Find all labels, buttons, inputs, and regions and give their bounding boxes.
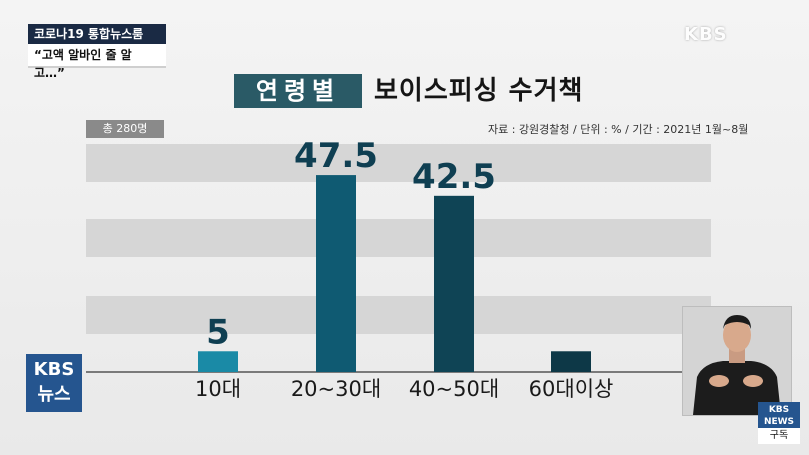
grid-bands — [86, 144, 711, 334]
bars: 5 10대 47.5 20~30대 42.5 40~50대 60대이상 — [195, 136, 613, 401]
kbs-logo-line2: 뉴스 — [37, 384, 71, 405]
bar-value-label: 5 — [206, 312, 230, 352]
program-badge: 코로나19 통합뉴스룸 “고액 알바인 줄 알고…” — [28, 24, 166, 80]
kbs-watermark: KBS — [684, 24, 728, 45]
bar-value-label: 47.5 — [294, 136, 378, 176]
chart-title: 보이스피싱 수거책 — [374, 76, 584, 106]
bar — [551, 351, 591, 372]
subscribe-brand: KBS NEWS — [758, 402, 800, 428]
headline: “고액 알바인 줄 알고…” — [28, 44, 166, 80]
bar — [316, 175, 356, 372]
subscribe-button[interactable]: KBS NEWS 구독 — [758, 402, 800, 446]
bar — [198, 351, 238, 372]
subscribe-label: 구독 — [758, 428, 800, 444]
sign-language-interpreter — [682, 306, 792, 416]
kbs-news-logo: KBS 뉴스 — [26, 354, 82, 412]
category-label: 10대 — [195, 377, 241, 401]
grid-band — [86, 144, 711, 182]
category-label: 60대이상 — [529, 377, 614, 401]
title-highlight: 연령별 — [234, 74, 362, 108]
grid-band — [86, 296, 711, 334]
total-label: 총 280명 — [86, 120, 164, 138]
source-note: 자료 : 강원경찰청 / 단위 : % / 기간 : 2021년 1월~8월 — [488, 123, 749, 136]
interpreter-figure — [683, 307, 791, 415]
grid-band — [86, 219, 711, 257]
category-label: 20~30대 — [291, 377, 381, 401]
program-name: 코로나19 통합뉴스룸 — [28, 24, 166, 44]
kbs-logo-line1: KBS — [33, 359, 75, 380]
bar — [434, 195, 474, 372]
category-label: 40~50대 — [409, 377, 499, 401]
bar-value-label: 42.5 — [412, 157, 496, 197]
